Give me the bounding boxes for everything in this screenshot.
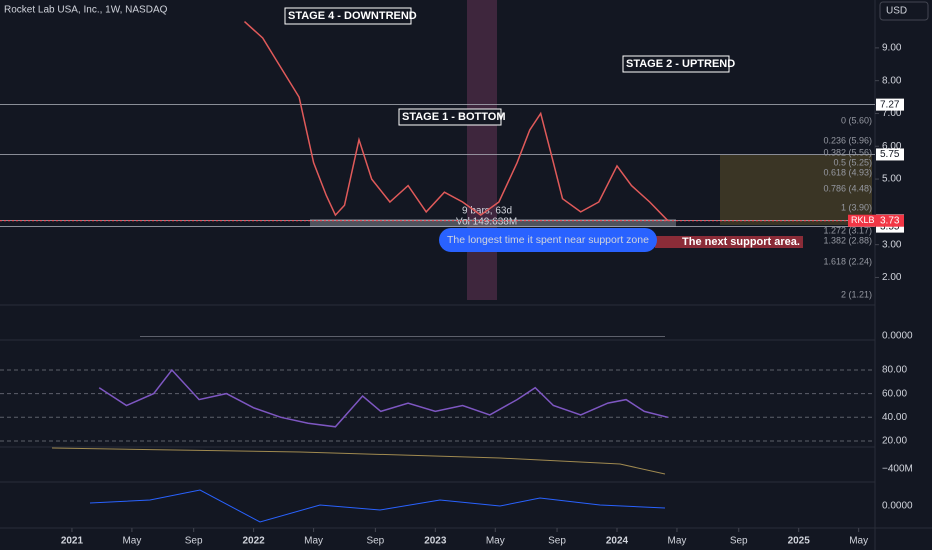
support-zone — [310, 219, 676, 227]
currency-box[interactable] — [879, 1, 929, 21]
vol-osc-axis: −400M — [882, 464, 913, 475]
x-tick-label: 2021 — [61, 536, 84, 547]
y-tick-label: 7.00 — [882, 108, 902, 119]
x-tick-label: May — [122, 536, 141, 547]
x-tick-label: Sep — [548, 536, 566, 547]
symbol: Rocket Lab USA, Inc., 1W, NASDAQ — [4, 5, 168, 16]
series-line — [98, 368, 669, 428]
x-tick-label: 2022 — [243, 536, 266, 547]
y-tick-label: 80.00 — [882, 365, 907, 376]
x-tick-label: May — [849, 536, 868, 547]
currency[interactable]: USD — [886, 6, 907, 17]
y-tick-label: 60.00 — [882, 388, 907, 399]
fib-label: 0.382 (5.56) — [823, 147, 872, 157]
fib-label: 1.618 (2.24) — [823, 256, 872, 266]
price-badge — [876, 98, 904, 111]
next-support-box — [655, 236, 803, 248]
series-line — [243, 21, 669, 222]
y-tick-label: 2.00 — [882, 272, 902, 283]
x-tick-label: 2024 — [606, 536, 629, 547]
vol-osc-line — [51, 447, 666, 475]
x-tick-label: May — [304, 536, 323, 547]
y-tick-label: 9.00 — [882, 43, 902, 54]
x-tick-label: Sep — [185, 536, 203, 547]
price-badge-label: 3.55 — [880, 221, 900, 232]
fib-label: 0.618 (4.93) — [823, 167, 872, 177]
x-tick-label: May — [668, 536, 687, 547]
callout-box — [439, 228, 657, 252]
x-tick-label: 2025 — [788, 536, 811, 547]
macd-axis: 0.0000 — [882, 331, 913, 342]
fib-label: 2 (1.21) — [841, 289, 872, 299]
y-tick-label: 5.00 — [882, 174, 902, 185]
fib-label: 1 (3.90) — [841, 202, 872, 212]
measure-vol: Vol 149.638M — [456, 217, 517, 228]
x-tick-label: Sep — [366, 536, 384, 547]
x-tick-label: Sep — [730, 536, 748, 547]
range-highlight — [467, 0, 497, 300]
last-price: 3.73 — [880, 215, 900, 226]
price-badge — [876, 148, 904, 161]
fib-label: 0.5 (5.25) — [833, 157, 872, 167]
annotation: STAGE 1 - BOTTOM — [402, 111, 506, 123]
annotation-box — [398, 108, 502, 126]
fib-label: 1.272 (3.17) — [823, 225, 872, 235]
fib-label: 0 (5.60) — [841, 115, 872, 125]
y-tick-label: 8.00 — [882, 75, 902, 86]
macd-zero-line — [140, 336, 665, 337]
x-tick-label: May — [486, 536, 505, 547]
fib-label: 0.786 (4.48) — [823, 183, 872, 193]
callout: The longest time it spent near support z… — [447, 234, 649, 246]
fib-label: 0.236 (5.96) — [823, 135, 872, 145]
volume-profile — [720, 155, 872, 225]
y-tick-label: 40.00 — [882, 412, 907, 423]
x-tick-label: 2023 — [424, 536, 447, 547]
annotation-box — [284, 7, 412, 25]
y-tick-label: 6.00 — [882, 141, 902, 152]
last-symbol: RKLB — [851, 215, 875, 225]
y-tick-label: 3.00 — [882, 239, 902, 250]
price-badge-label: 5.75 — [880, 149, 900, 160]
y-tick-label: 20.00 — [882, 436, 907, 447]
annotation: STAGE 4 - DOWNTREND — [288, 10, 417, 22]
fib-label: 1.382 (2.88) — [823, 235, 872, 245]
osc-axis: 0.0000 — [882, 501, 913, 512]
osc-line — [89, 489, 666, 523]
price-badge-label: 7.27 — [880, 99, 900, 110]
last-badge-bg — [848, 214, 904, 227]
annotation-box — [622, 55, 730, 73]
annotation: STAGE 2 - UPTREND — [626, 58, 735, 70]
support-label: The next support area. — [682, 236, 800, 248]
